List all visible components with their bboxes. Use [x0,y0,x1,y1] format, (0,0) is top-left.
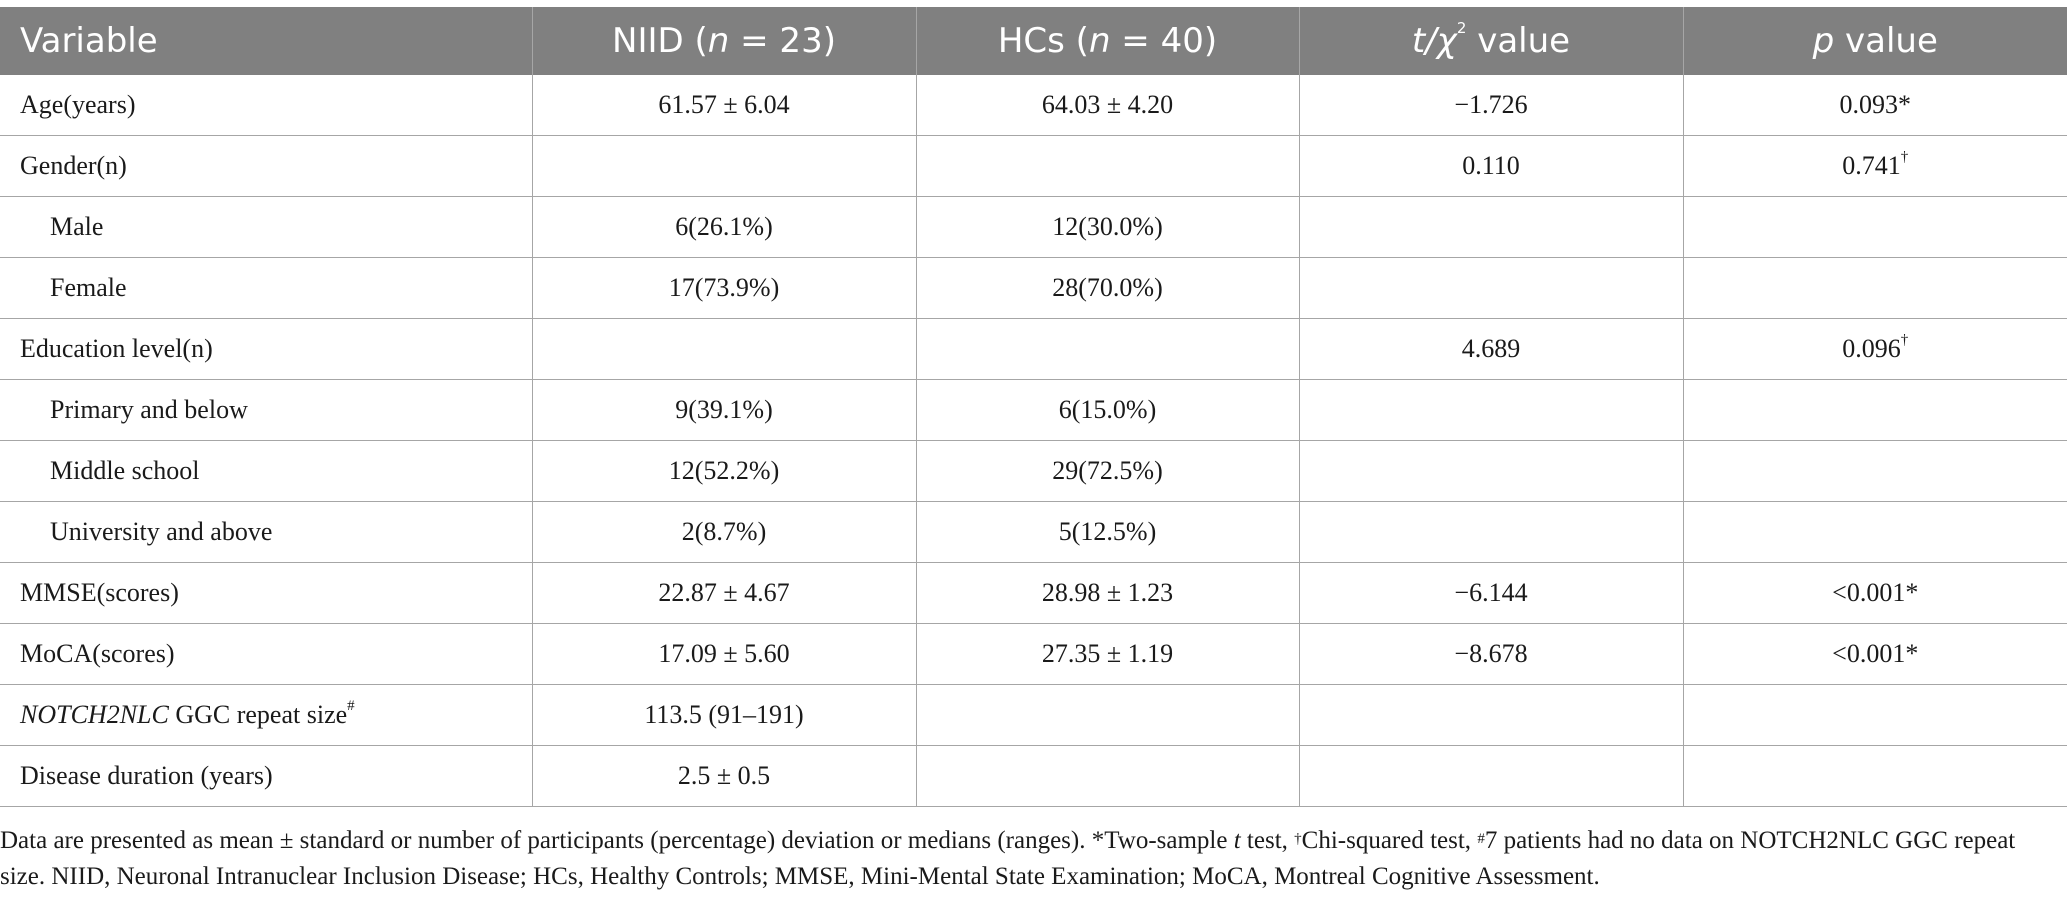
cell-p: 0.741† [1682,135,2067,197]
cell-p [1682,440,2067,502]
cell-hcs [915,135,1300,197]
header-niid: NIID (n = 23) [532,7,917,75]
cell-p: <0.001* [1682,562,2067,624]
row-label: MoCA(scores) [0,623,533,685]
cell-hcs: 29(72.5%) [915,440,1300,502]
cell-niid: 61.57 ± 6.04 [531,75,917,136]
cell-niid: 22.87 ± 4.67 [531,562,917,624]
cell-stat: −1.726 [1298,75,1684,136]
row-label: Gender(n) [0,135,533,197]
table-row: Education level(n) 4.689 0.096† [0,318,2067,380]
row-label: Male [0,196,533,258]
data-table: Variable NIID (n = 23) HCs (n = 40) t/χ2… [0,7,2067,807]
cell-hcs: 5(12.5%) [915,501,1300,563]
cell-stat [1298,745,1684,807]
header-variable: Variable [0,7,533,75]
table-row: Female 17(73.9%) 28(70.0%) [0,257,2067,319]
header-stat: t/χ2 value [1299,7,1684,75]
row-label: NOTCH2NLC GGC repeat size# [0,684,533,746]
cell-niid [531,318,917,380]
cell-hcs [915,318,1300,380]
cell-hcs: 6(15.0%) [915,379,1300,441]
cell-p: <0.001* [1682,623,2067,685]
row-label: University and above [0,501,533,563]
cell-p [1682,257,2067,319]
table-row: Age(years) 61.57 ± 6.04 64.03 ± 4.20 −1.… [0,75,2067,136]
cell-p [1682,501,2067,563]
cell-p [1682,684,2067,746]
table-row: Primary and below 9(39.1%) 6(15.0%) [0,379,2067,441]
header-row: Variable NIID (n = 23) HCs (n = 40) t/χ2… [0,7,2067,75]
cell-stat: 4.689 [1298,318,1684,380]
cell-niid: 113.5 (91–191) [531,684,917,746]
cell-p: 0.093* [1682,75,2067,136]
cell-stat: 0.110 [1298,135,1684,197]
table-container: Variable NIID (n = 23) HCs (n = 40) t/χ2… [0,7,2067,807]
header-hcs: HCs (n = 40) [916,7,1300,75]
table-row: MoCA(scores) 17.09 ± 5.60 27.35 ± 1.19 −… [0,623,2067,685]
row-label: Age(years) [0,75,533,136]
cell-niid [531,135,917,197]
row-label: Middle school [0,440,533,502]
row-label: Female [0,257,533,319]
cell-niid: 12(52.2%) [531,440,917,502]
cell-hcs [915,684,1300,746]
cell-hcs: 64.03 ± 4.20 [915,75,1300,136]
table-row: Male 6(26.1%) 12(30.0%) [0,196,2067,258]
cell-niid: 6(26.1%) [531,196,917,258]
cell-stat [1298,257,1684,319]
cell-stat: −8.678 [1298,623,1684,685]
cell-hcs: 28(70.0%) [915,257,1300,319]
cell-p: 0.096† [1682,318,2067,380]
cell-stat: −6.144 [1298,562,1684,624]
cell-hcs: 27.35 ± 1.19 [915,623,1300,685]
cell-niid: 2.5 ± 0.5 [531,745,917,807]
cell-stat [1298,684,1684,746]
cell-p [1682,745,2067,807]
row-label: MMSE(scores) [0,562,533,624]
table-row: Gender(n) 0.110 0.741† [0,135,2067,197]
cell-stat [1298,440,1684,502]
cell-niid: 2(8.7%) [531,501,917,563]
table-row: NOTCH2NLC GGC repeat size# 113.5 (91–191… [0,684,2067,746]
cell-hcs: 28.98 ± 1.23 [915,562,1300,624]
table-row: Disease duration (years) 2.5 ± 0.5 [0,745,2067,807]
cell-stat [1298,501,1684,563]
table-footnote: Data are presented as mean ± standard or… [0,827,2016,890]
table-row: MMSE(scores) 22.87 ± 4.67 28.98 ± 1.23 −… [0,562,2067,624]
cell-niid: 9(39.1%) [531,379,917,441]
cell-hcs [915,745,1300,807]
cell-hcs: 12(30.0%) [915,196,1300,258]
table-row: Middle school 12(52.2%) 29(72.5%) [0,440,2067,502]
row-label: Disease duration (years) [0,745,533,807]
table-row: University and above 2(8.7%) 5(12.5%) [0,501,2067,563]
row-label: Education level(n) [0,318,533,380]
cell-stat [1298,196,1684,258]
row-label: Primary and below [0,379,533,441]
cell-p [1682,196,2067,258]
cell-niid: 17(73.9%) [531,257,917,319]
header-p: p value [1683,7,2067,75]
cell-p [1682,379,2067,441]
cell-niid: 17.09 ± 5.60 [531,623,917,685]
cell-stat [1298,379,1684,441]
